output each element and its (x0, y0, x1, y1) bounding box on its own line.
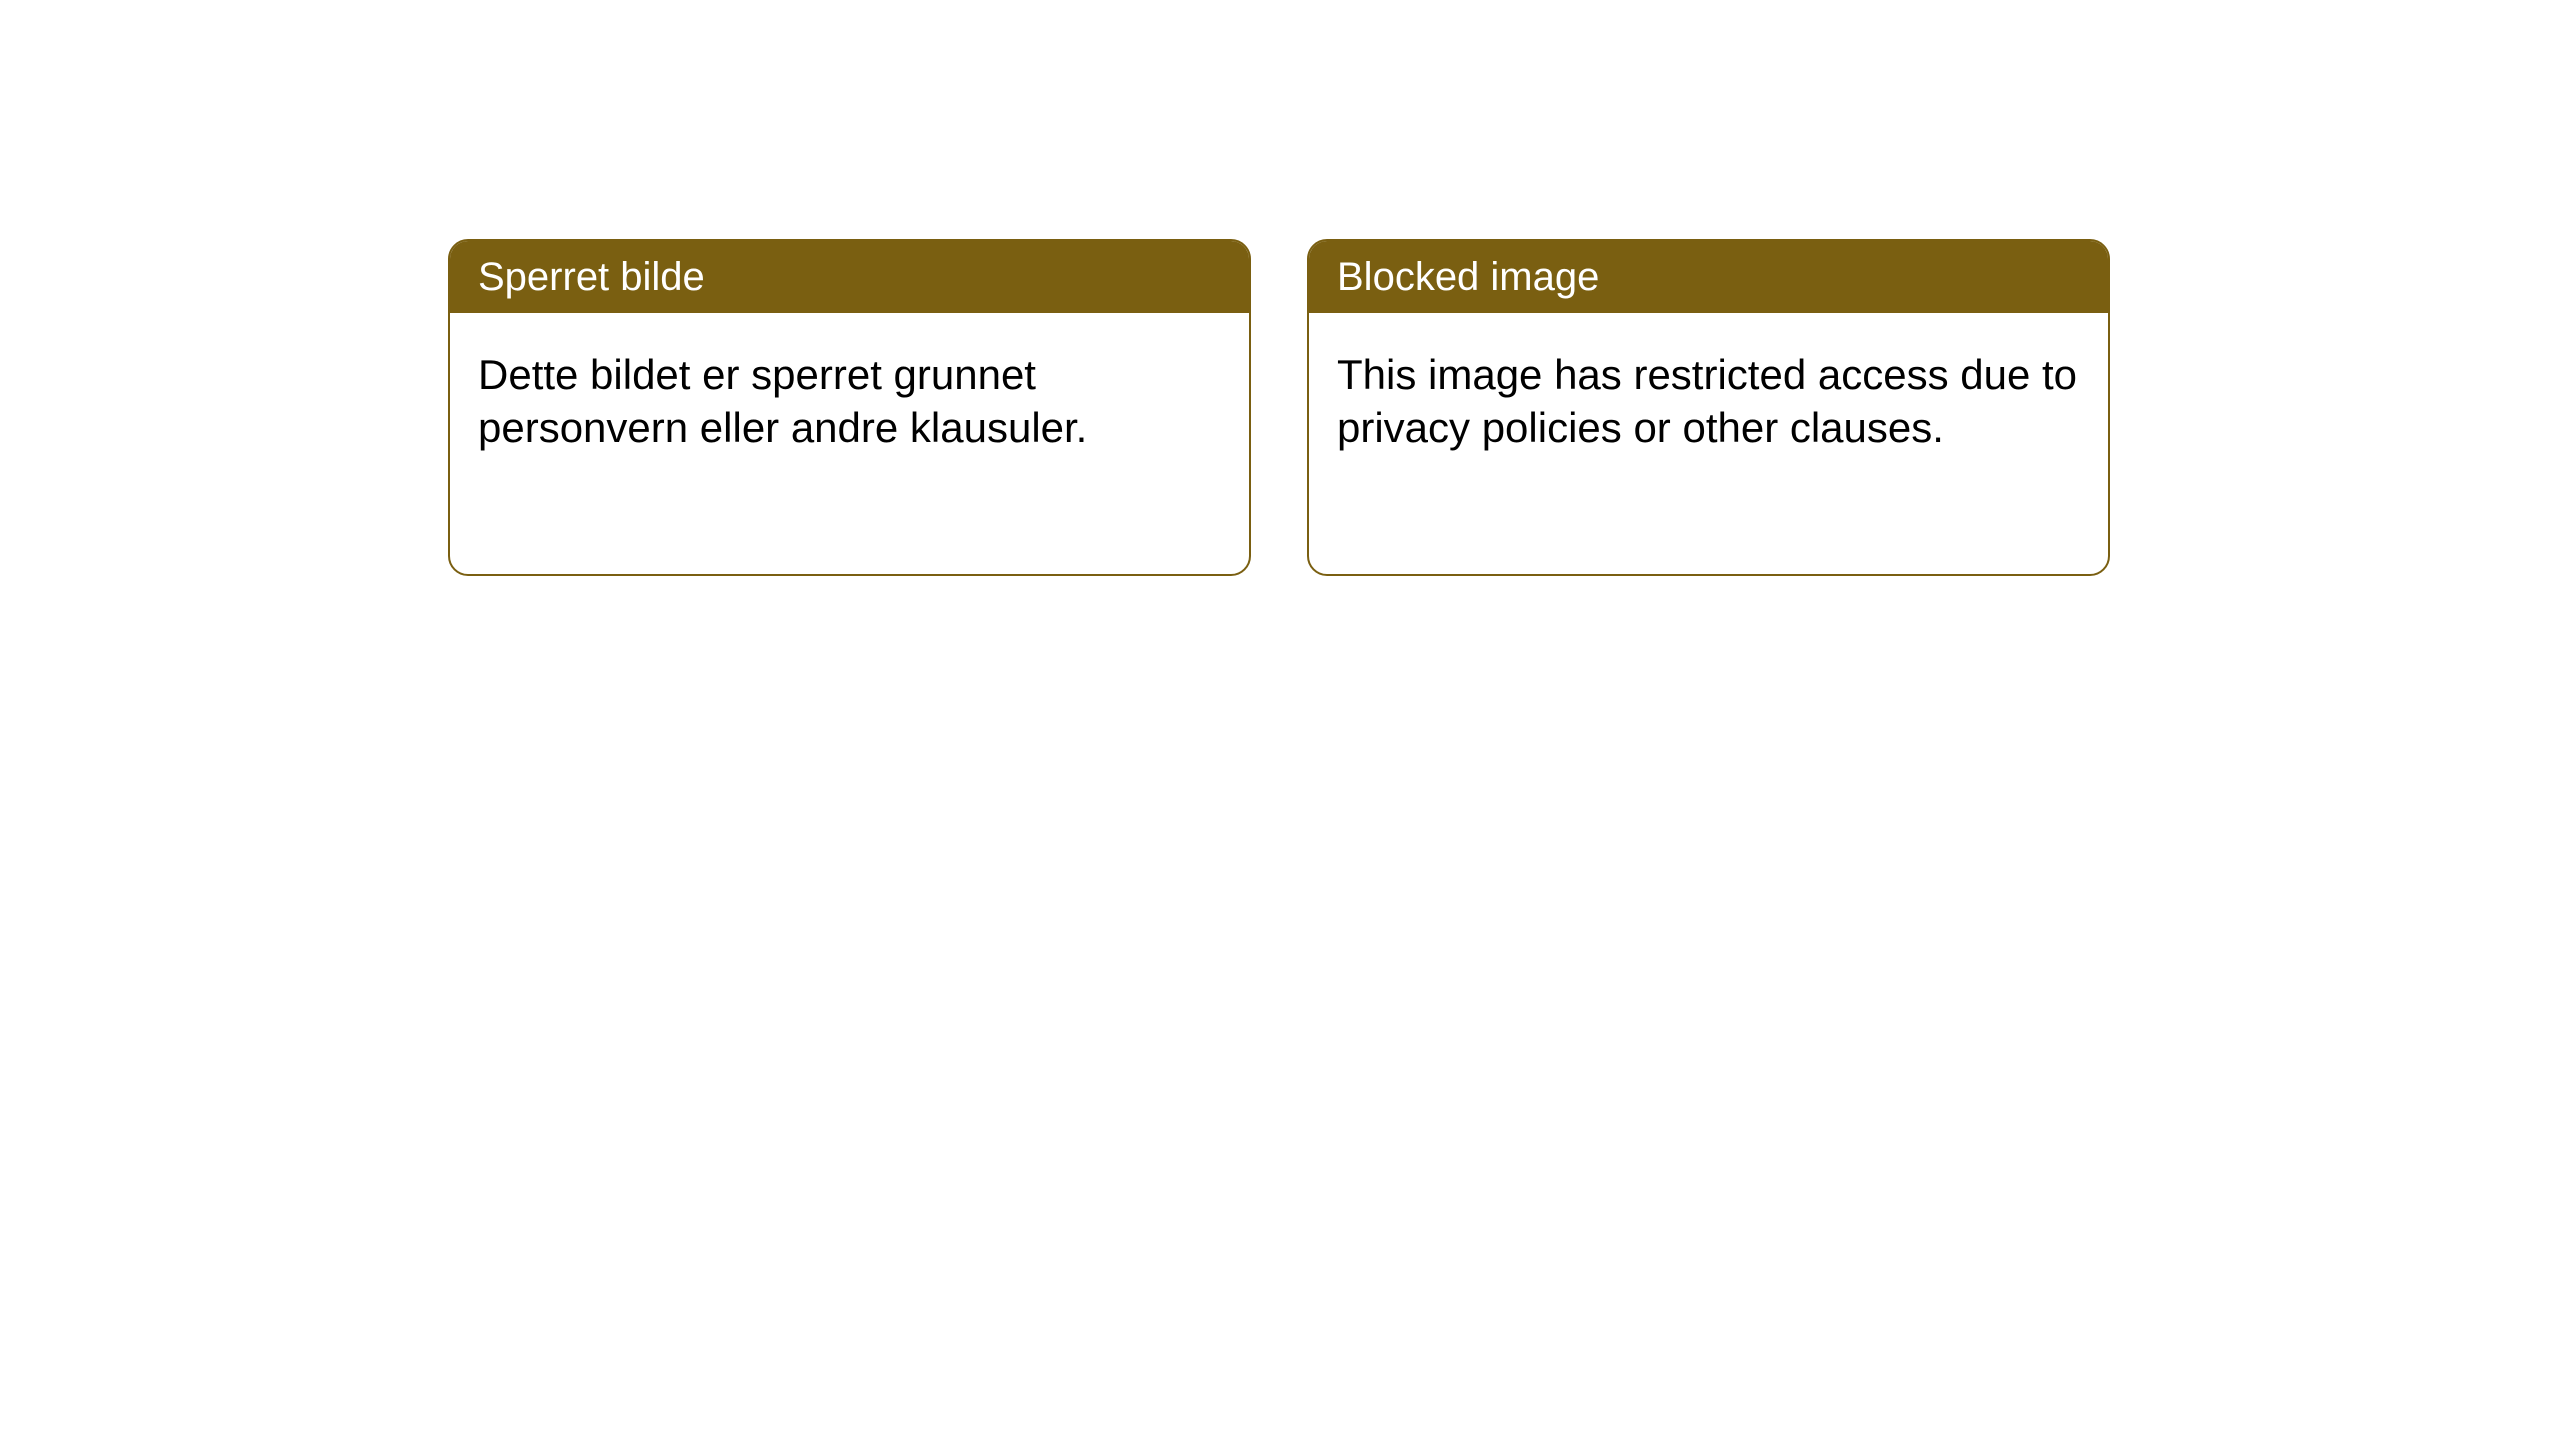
notice-cards-container: Sperret bilde Dette bildet er sperret gr… (448, 239, 2110, 576)
notice-card-body: Dette bildet er sperret grunnet personve… (450, 313, 1249, 490)
notice-card-title: Blocked image (1309, 241, 2108, 313)
notice-card-title: Sperret bilde (450, 241, 1249, 313)
notice-card-norwegian: Sperret bilde Dette bildet er sperret gr… (448, 239, 1251, 576)
notice-card-english: Blocked image This image has restricted … (1307, 239, 2110, 576)
notice-card-body: This image has restricted access due to … (1309, 313, 2108, 490)
